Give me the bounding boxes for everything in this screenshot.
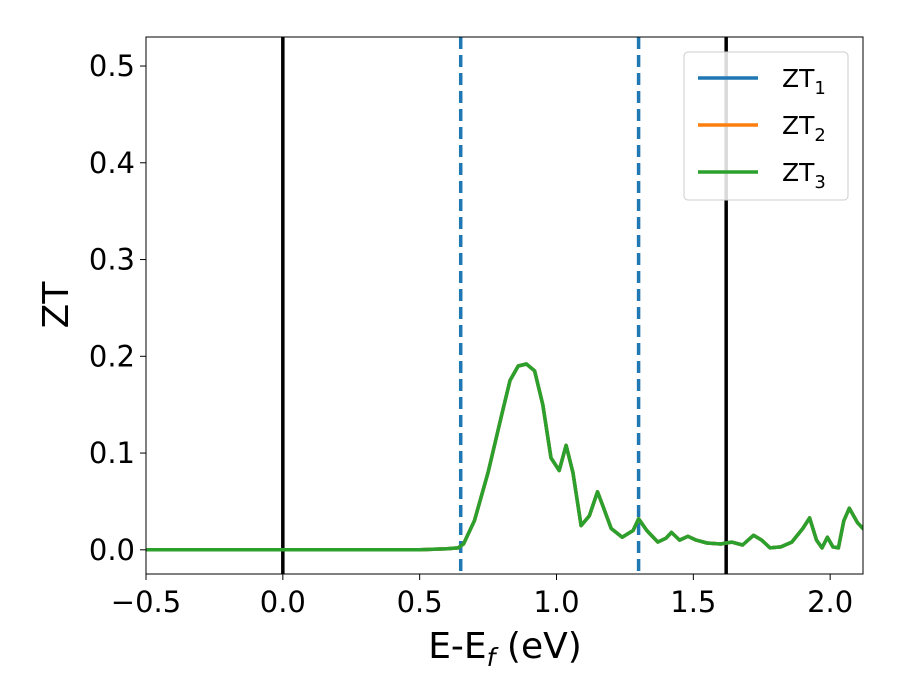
y-tick-label: 0.0: [89, 533, 135, 567]
x-tick-label: 0.0: [260, 585, 306, 619]
y-tick-label: 0.2: [89, 339, 135, 373]
y-tick-label: 0.4: [89, 146, 135, 180]
plot-frame: [145, 36, 864, 575]
legend-box: [683, 51, 849, 201]
x-axis-label-unit: (eV): [495, 626, 581, 667]
y-axis-ticks: 0.0 0.1 0.2 0.3 0.4 0.5: [89, 49, 146, 567]
x-axis-label-main: E-E: [428, 626, 486, 667]
series-line-3: [146, 362, 863, 552]
legend: ZT1 ZT2 ZT3: [683, 51, 849, 201]
y-axis-label: ZT: [36, 281, 77, 329]
x-tick-label: 0.5: [397, 585, 443, 619]
series-lines: [146, 362, 863, 552]
x-axis-ticks: −0.5 0.0 0.5 1.0 1.5 2.0: [111, 574, 853, 619]
x-tick-label: 2.0: [807, 585, 853, 619]
legend-label-3: ZT3: [782, 158, 826, 193]
legend-label-1: ZT1: [782, 64, 826, 99]
y-tick-label: 0.1: [89, 436, 135, 470]
y-tick-label: 0.3: [89, 243, 135, 277]
x-tick-label: −0.5: [111, 585, 181, 619]
y-tick-label: 0.5: [89, 49, 135, 83]
x-tick-label: 1.0: [533, 585, 579, 619]
x-tick-label: 1.5: [670, 585, 716, 619]
x-axis-label: E-Ef (eV): [428, 626, 582, 672]
legend-label-2: ZT2: [782, 111, 826, 146]
